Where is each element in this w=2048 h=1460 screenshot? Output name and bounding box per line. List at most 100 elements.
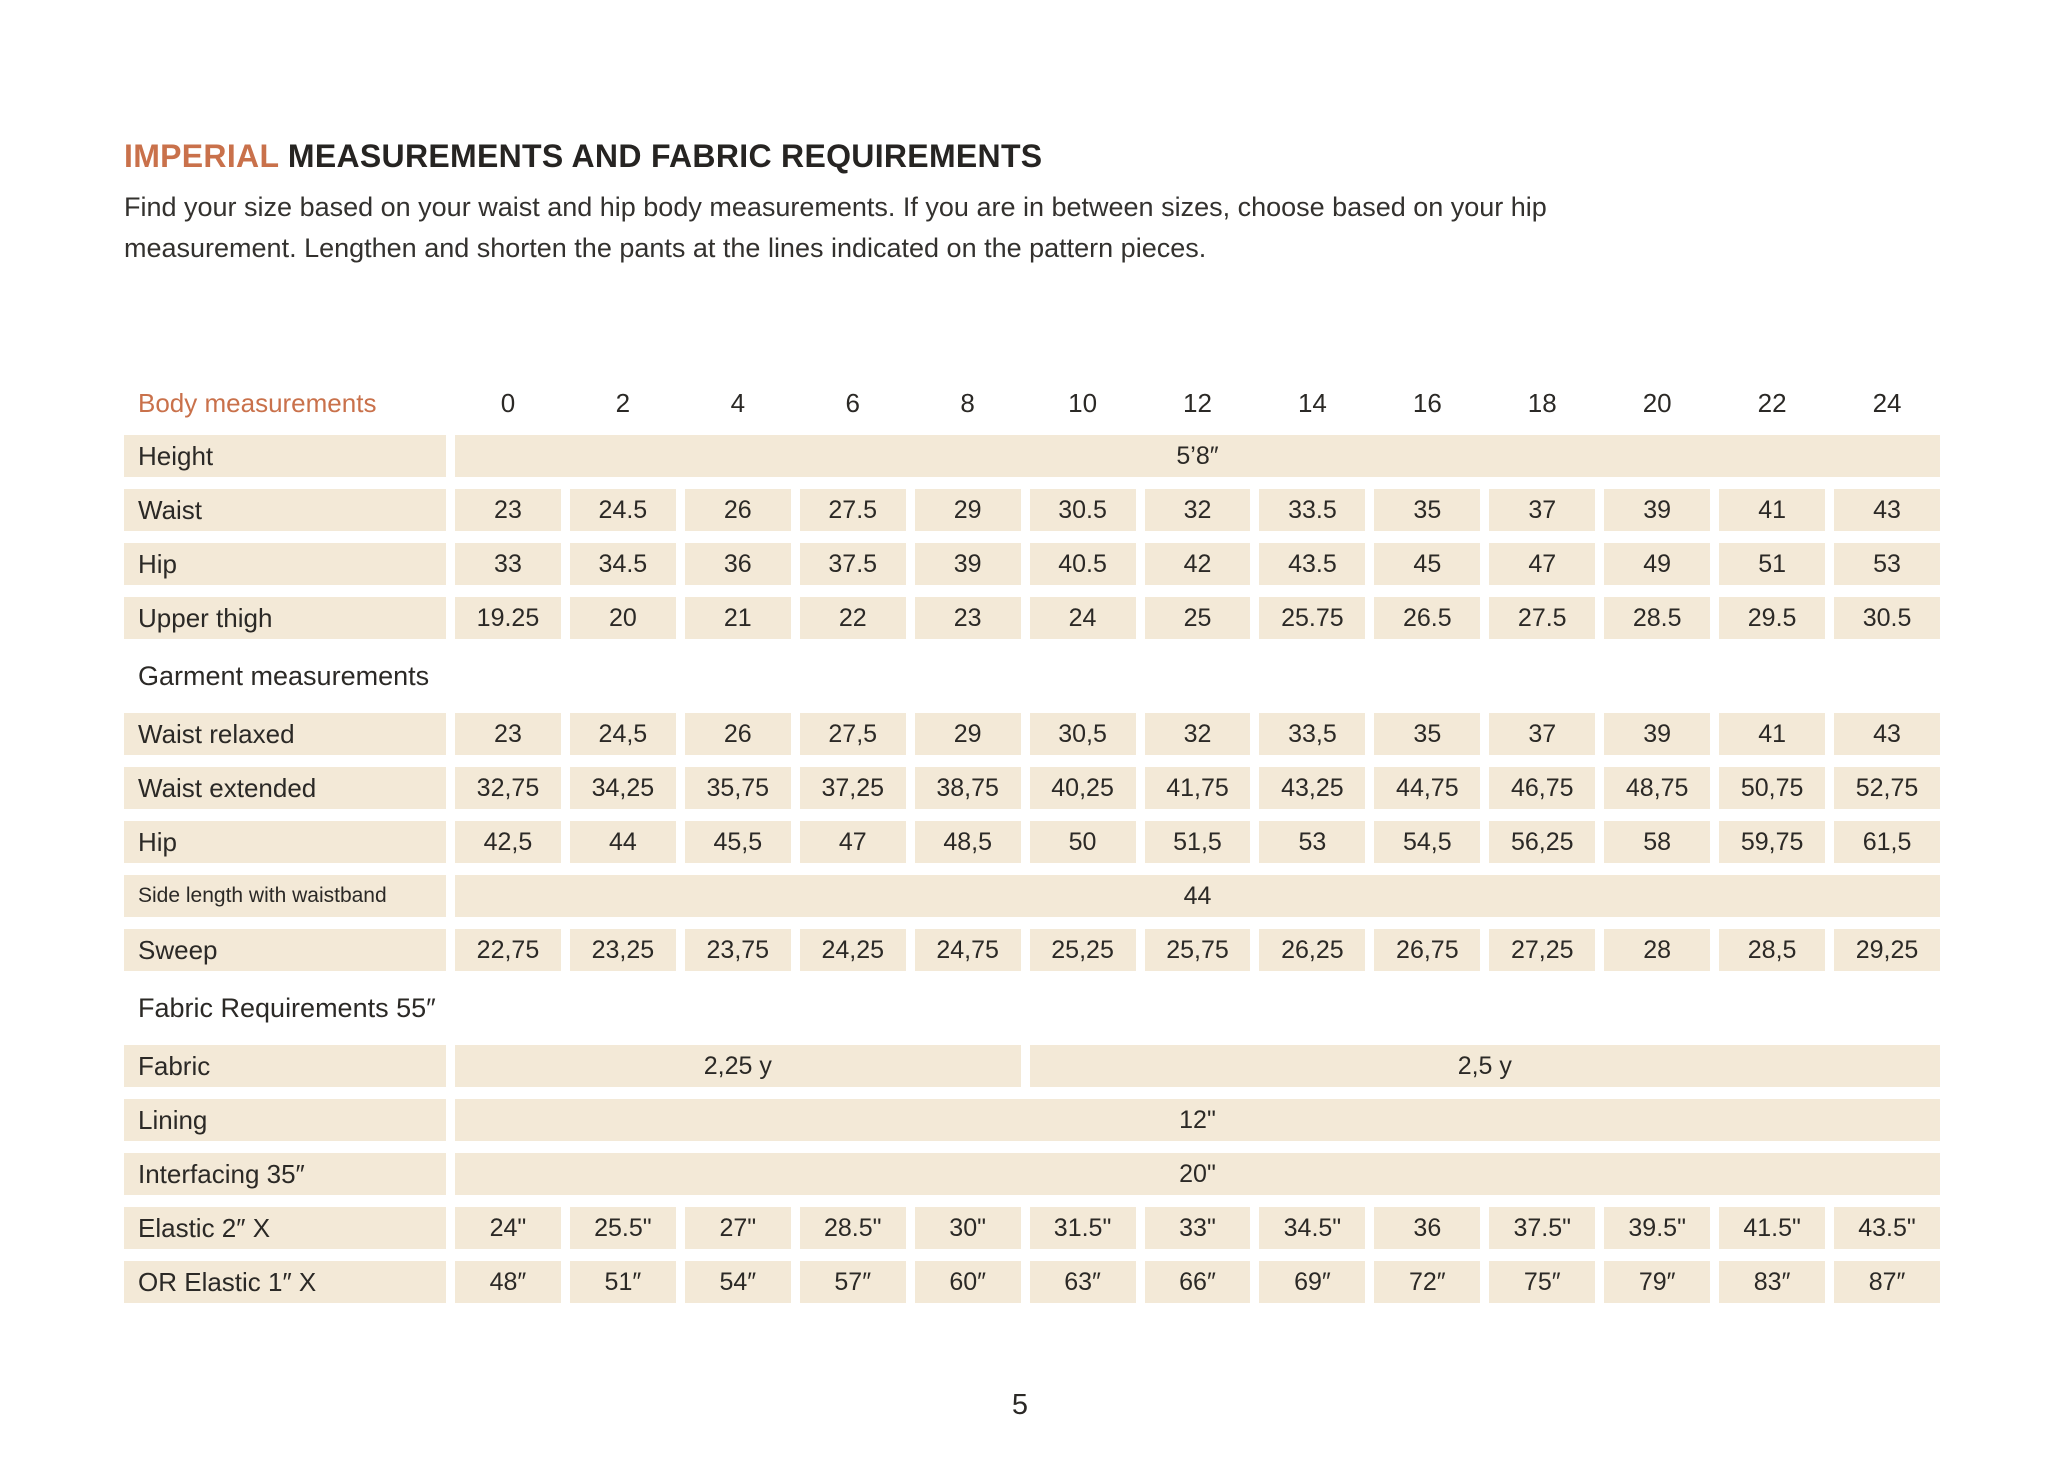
value-cell: 37 (1489, 489, 1596, 531)
value-cell: 35,75 (684, 767, 791, 809)
table-row: Waist extended 32,75 34,25 35,75 37,25 38,75 4… (124, 767, 1940, 809)
value-cell: 41,75 (1144, 767, 1251, 809)
value-cell: 41.5" (1719, 1207, 1826, 1249)
value-cell: 26 (684, 489, 791, 531)
value-cell: 42,5 (455, 821, 561, 863)
value-cell: 48,75 (1604, 767, 1711, 809)
value-cell: 30,5 (1029, 713, 1136, 755)
value-cell: 39 (1604, 489, 1711, 531)
content-area: IMPERIAL MEASUREMENTS AND FABRIC REQUIRE… (124, 138, 1940, 1315)
value-cell: 24" (455, 1207, 561, 1249)
value-cell: 69″ (1259, 1261, 1366, 1303)
value-cell: 52,75 (1834, 767, 1940, 809)
value-cell: 30" (914, 1207, 1021, 1249)
value-cell: 53 (1834, 543, 1940, 585)
value-cell: 27,5 (799, 713, 906, 755)
merged-value-cell: 44 (455, 875, 1940, 917)
value-cell: 28.5" (799, 1207, 906, 1249)
value-cell: 33.5 (1259, 489, 1366, 531)
row-label: Fabric (124, 1045, 446, 1087)
value-cell: 27.5 (1489, 597, 1596, 639)
value-cell: 32,75 (455, 767, 561, 809)
row-label: OR Elastic 1″ X (124, 1261, 446, 1303)
table-row: Sweep 22,75 23,25 23,75 24,25 24,75 25,25 25,75… (124, 929, 1940, 971)
value-cell: 24,75 (914, 929, 1021, 971)
table-row: Height 5’8″ (124, 435, 1940, 477)
value-cell: 87″ (1834, 1261, 1940, 1303)
size-column-header: 12 (1183, 387, 1212, 418)
value-cell: 44,75 (1374, 767, 1481, 809)
intro-line-2: measurement. Lengthen and shorten the pa… (124, 233, 1207, 263)
value-cell: 47 (1489, 543, 1596, 585)
value-cell: 48″ (455, 1261, 561, 1303)
value-cell: 41 (1719, 489, 1826, 531)
value-cell: 32 (1144, 713, 1251, 755)
value-cell: 37.5" (1489, 1207, 1596, 1249)
value-cell: 50 (1029, 821, 1136, 863)
value-cell: 25,75 (1144, 929, 1251, 971)
table-row: Hip 42,5 44 45,5 47 48,5 50 51,5 53 54,5 56,25 58 59… (124, 821, 1940, 863)
section-heading-row: Fabric Requirements 55″ (124, 983, 1940, 1033)
value-cell: 38,75 (914, 767, 1021, 809)
value-cell: 43 (1834, 713, 1940, 755)
value-cell: 25.5" (569, 1207, 676, 1249)
value-cell: 34,25 (569, 767, 676, 809)
value-cell: 56,25 (1489, 821, 1596, 863)
value-cell: 59,75 (1719, 821, 1826, 863)
value-cell: 37,25 (799, 767, 906, 809)
value-cell: 23,75 (684, 929, 791, 971)
title-rest: MEASUREMENTS AND FABRIC REQUIREMENTS (278, 138, 1043, 174)
size-column-header: 0 (500, 387, 516, 418)
table-row: Side length with waistband 44 (124, 875, 1940, 917)
value-cell: 45 (1374, 543, 1481, 585)
page-title: IMPERIAL MEASUREMENTS AND FABRIC REQUIRE… (124, 138, 1940, 175)
table-header-label: Body measurements (138, 387, 377, 418)
value-cell: 27,25 (1489, 929, 1596, 971)
value-cell: 23 (455, 489, 561, 531)
value-cell: 36 (1374, 1207, 1481, 1249)
value-cell: 50,75 (1719, 767, 1826, 809)
value-cell: 25,25 (1029, 929, 1136, 971)
value-cell: 54″ (684, 1261, 791, 1303)
value-cell: 30.5 (1834, 597, 1940, 639)
row-label: Waist (124, 489, 446, 531)
value-cell: 46,75 (1489, 767, 1596, 809)
table-row: Lining 12" (124, 1099, 1940, 1141)
value-cell: 24.5 (569, 489, 676, 531)
title-accent: IMPERIAL (124, 138, 279, 174)
value-cell: 43.5" (1834, 1207, 1940, 1249)
value-cell: 25 (1144, 597, 1251, 639)
value-cell: 29,25 (1834, 929, 1940, 971)
value-cell: 26.5 (1374, 597, 1481, 639)
size-column-header: 20 (1642, 387, 1672, 418)
value-cell: 57″ (799, 1261, 906, 1303)
merged-value-cell: 2,5 y (1029, 1045, 1940, 1087)
value-cell: 40,25 (1029, 767, 1136, 809)
value-cell: 51 (1719, 543, 1826, 585)
row-label: Side length with waistband (124, 875, 446, 917)
size-column-header: 8 (960, 387, 975, 418)
section-heading-row: Garment measurements (124, 651, 1940, 701)
value-cell: 44 (569, 821, 676, 863)
value-cell: 48,5 (914, 821, 1021, 863)
value-cell: 23 (455, 713, 561, 755)
section-heading: Garment measurements (138, 660, 430, 691)
value-cell: 83″ (1719, 1261, 1826, 1303)
value-cell: 51″ (569, 1261, 676, 1303)
value-cell: 45,5 (684, 821, 791, 863)
size-column-header: 10 (1068, 387, 1098, 418)
merged-value-cell: 12" (455, 1099, 1940, 1141)
value-cell: 23,25 (569, 929, 676, 971)
page-number: 5 (1011, 1389, 1029, 1421)
table-row: Hip 33 34.5 36 37.5 39 40.5 42 43.5 45 47 49 51 53 (124, 543, 1940, 585)
intro-paragraph: Find your size based on your waist and h… (124, 187, 1940, 269)
size-column-header: 6 (845, 387, 860, 418)
table-row: Elastic 2″ X 24" 25.5" 27" 28.5" 30" 31.5" 33" 3… (124, 1207, 1940, 1249)
table-row: Interfacing 35″ 20" (124, 1153, 1940, 1195)
value-cell: 33 (455, 543, 561, 585)
value-cell: 23 (914, 597, 1021, 639)
value-cell: 27.5 (799, 489, 906, 531)
merged-value-cell: 20" (455, 1153, 1940, 1195)
value-cell: 28 (1604, 929, 1711, 971)
value-cell: 72″ (1374, 1261, 1481, 1303)
